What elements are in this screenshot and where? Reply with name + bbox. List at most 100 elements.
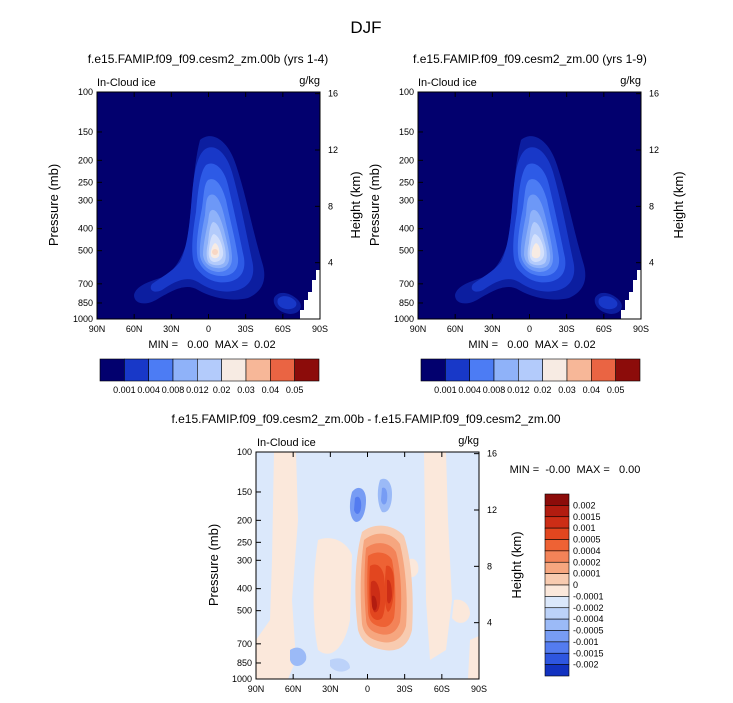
panel-2-cbar-box (615, 358, 641, 382)
panel-2-xtick-label: 30N (484, 324, 501, 334)
panel-1-cbar-box (197, 358, 222, 382)
panel-3-pos-band-south (424, 452, 452, 660)
panel-2-ytick-label: 250 (399, 177, 414, 187)
panel-3-cbar-box (544, 516, 570, 529)
panel-3: f.e15.FAMIP.f09_f09.cesm2_zm.00b - f.e15… (171, 412, 640, 694)
panel-3-ytick-label: 250 (237, 537, 252, 547)
panel-1: f.e15.FAMIP.f09_f09.cesm2_zm.00b (yrs 1-… (46, 52, 363, 395)
panel-3-htick-label: 12 (487, 505, 497, 515)
panel-3-ytick-label: 700 (237, 639, 252, 649)
panel-3-xtick-label: 90S (471, 684, 487, 694)
panel-1-htick-label: 4 (328, 258, 333, 268)
panel-3-cbar-label: 0.0004 (573, 546, 601, 556)
panel-3-cbar-box (544, 641, 570, 654)
panel-3-ylabel-right: Height (km) (509, 531, 524, 598)
panel-3-cbar-label: -0.0015 (573, 648, 604, 658)
panel-3-cbar-box (544, 505, 570, 518)
panel-2-cbar-box (542, 358, 568, 382)
panel-3-htick-label: 16 (487, 449, 497, 459)
panel-1-htick-label: 12 (328, 145, 338, 155)
panel-3-ytick-label: 100 (237, 447, 252, 457)
panel-2-xtick-label: 30S (559, 324, 575, 334)
panel-2-xtick-label: 90S (633, 324, 649, 334)
panel-3-cbar-label: 0.002 (573, 500, 596, 510)
panel-1-cbar-label: 0.001 (113, 385, 136, 395)
panel-1-cbar-box (172, 358, 198, 382)
panel-1-htick-label: 8 (328, 201, 333, 211)
panel-3-neg-lobe-top-inner (354, 496, 362, 514)
panel-1-cbar-label: 0.012 (186, 385, 209, 395)
panel-1-colorbar: 0.001 0.004 0.008 0.012 0.02 0.03 0.04 0.05 (99, 358, 320, 395)
panel-1-cbar-label: 0.05 (286, 385, 304, 395)
panel-2: f.e15.FAMIP.f09_f09.cesm2_zm.00 (yrs 1-9… (367, 52, 686, 395)
panel-2-mask (621, 270, 641, 319)
panel-1-ytick-label: 200 (78, 155, 93, 165)
panel-3-pos-lvl-7 (372, 595, 377, 611)
panel-3-ytick-label: 400 (237, 584, 252, 594)
panel-2-title: f.e15.FAMIP.f09_f09.cesm2_zm.00 (yrs 1-9… (413, 52, 647, 66)
panel-1-peak (212, 249, 218, 255)
panel-1-xtick-label: 60N (126, 324, 143, 334)
panel-2-left-label: In-Cloud ice (418, 77, 477, 89)
panel-3-neg-lobe-right-inner (381, 487, 388, 505)
panel-1-level-2-south (277, 296, 297, 310)
panel-2-cbar-label: 0.008 (483, 385, 506, 395)
panel-3-cbar-label: 0.0005 (573, 535, 601, 545)
panel-3-cbar-label: -0.001 (573, 637, 599, 647)
panel-1-ytick-label: 250 (78, 177, 93, 187)
panel-1-cbar-box (294, 358, 320, 382)
panel-1-cbar-box (245, 358, 271, 382)
panel-2-ytick-label: 1000 (394, 314, 414, 324)
panel-2-right-label: g/kg (620, 75, 641, 87)
panel-3-cbar-label: -0.0001 (573, 591, 604, 601)
panel-1-ytick-label: 1000 (73, 314, 93, 324)
panel-2-cbar-label: 0.04 (583, 385, 601, 395)
panel-3-cbar-label: -0.0004 (573, 614, 604, 624)
panel-2-cbar-label: 0.03 (558, 385, 576, 395)
panel-2-axes: 90N 60N 30N 0 30S 60S 90S 100 150 200 250 300 400 500… (394, 87, 659, 334)
panel-2-xtick-label: 0 (527, 324, 532, 334)
panel-2-cbar-box (566, 358, 592, 382)
panel-2-cbar-box (469, 358, 495, 382)
panel-3-stats: MIN = -0.00 MAX = 0.00 (510, 464, 641, 476)
panel-1-cbar-label: 0.03 (237, 385, 255, 395)
panel-2-cbar-box (493, 358, 519, 382)
panel-1-ytick-label: 700 (78, 279, 93, 289)
panel-1-cbar-label: 0.02 (213, 385, 231, 395)
panel-1-stats: MIN = 0.00 MAX = 0.02 (148, 339, 275, 351)
panel-3-xtick-label: 60S (434, 684, 450, 694)
panel-3-xtick-label: 30S (397, 684, 413, 694)
panel-2-level-9 (531, 243, 541, 259)
panel-3-cbar-label: 0.0002 (573, 557, 601, 567)
panel-3-cbar-box (544, 539, 570, 552)
panel-3-ytick-label: 1000 (232, 674, 252, 684)
panel-3-cbar-box (544, 493, 570, 506)
panel-3-cbar-label: 0.0015 (573, 512, 601, 522)
panel-3-cbar-box (544, 652, 570, 665)
panel-2-xtick-label: 60N (447, 324, 464, 334)
panel-3-cbar-box (544, 550, 570, 563)
panel-3-neg-bottom-north (290, 647, 307, 666)
panel-3-cbar-box (544, 664, 570, 677)
panel-3-cbar-label: -0.0005 (573, 626, 604, 636)
panel-1-xtick-label: 0 (206, 324, 211, 334)
panel-1-xtick-label: 90N (89, 324, 106, 334)
panel-1-cbar-box (270, 358, 295, 382)
panel-1-ytick-label: 400 (78, 224, 93, 234)
panel-3-cbar-box (544, 527, 570, 540)
panel-2-cbar-label: 0.012 (507, 385, 530, 395)
panel-2-ytick-label: 300 (399, 195, 414, 205)
panel-1-ytick-label: 850 (78, 298, 93, 308)
panel-3-xtick-label: 30N (322, 684, 339, 694)
panel-1-ylabel-right: Height (km) (348, 171, 363, 238)
panel-1-left-label: In-Cloud ice (97, 77, 156, 89)
panel-1-cbar-label: 0.004 (137, 385, 160, 395)
panel-1-cbar-box (148, 358, 174, 382)
panel-2-colorbar: 0.001 0.004 0.008 0.012 0.02 0.03 0.04 0.05 (420, 358, 641, 395)
panel-2-contours (418, 92, 641, 319)
panel-1-htick-label: 16 (328, 89, 338, 99)
panel-2-ylabel-right: Height (km) (671, 171, 686, 238)
panel-3-neg-bottom-mid (330, 658, 350, 672)
panel-2-ytick-label: 100 (399, 87, 414, 97)
